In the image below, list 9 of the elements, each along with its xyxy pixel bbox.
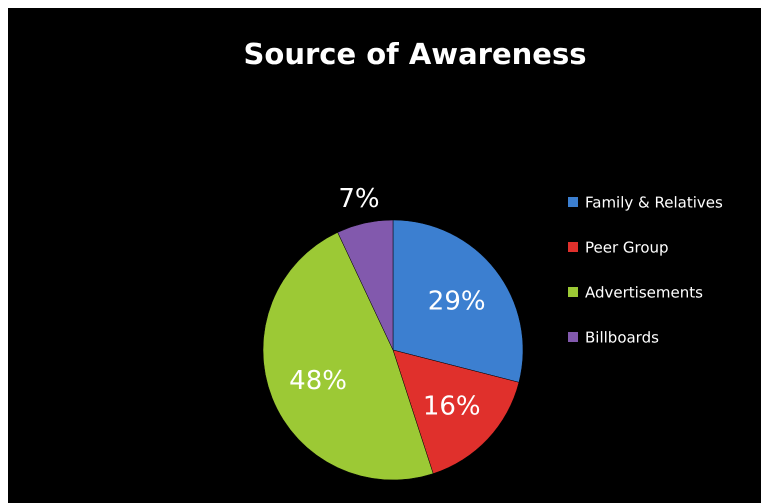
data-label: 48% (289, 366, 347, 396)
legend-label: Peer Group (585, 238, 669, 256)
chart-title: Source of Awareness (244, 37, 586, 71)
legend-label: Billboards (585, 328, 660, 346)
data-label: 29% (428, 286, 486, 317)
legend-label: Advertisements (585, 283, 704, 302)
legend-label: Family & Relatives (585, 193, 723, 212)
data-label: 16% (422, 391, 481, 422)
data-label: 7% (338, 184, 380, 214)
